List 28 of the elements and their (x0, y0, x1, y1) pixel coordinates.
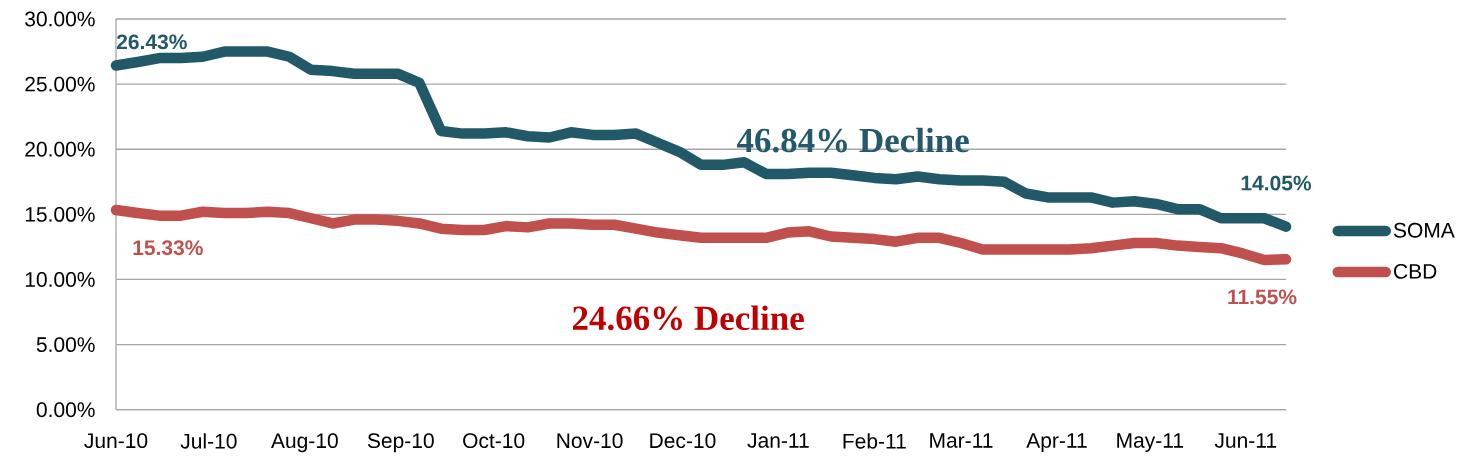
y-tick-label: 0.00% (36, 402, 95, 418)
x-tick-label: May-11 (1117, 433, 1184, 453)
y-tick-label: 25.00% (25, 76, 95, 92)
x-tick-label: Jun-10 (84, 433, 148, 449)
y-tick-label: 15.00% (25, 206, 95, 222)
x-tick-label: Aug-10 (271, 433, 338, 453)
x-tick-label: Dec-10 (650, 433, 716, 449)
x-tick-label: Feb-11 (843, 433, 906, 449)
x-tick-label: Mar-11 (930, 433, 993, 448)
legend-label: SOMA (1393, 222, 1455, 238)
legend-label: CBD (1394, 263, 1437, 279)
x-tick-label: Jan-11 (747, 433, 809, 448)
x-tick-label: Nov-10 (557, 433, 623, 449)
x-tick-label: Jun-11 (1214, 433, 1277, 448)
y-tick-label: 20.00% (25, 141, 95, 157)
data-label: 26.43% (116, 34, 187, 50)
data-label: 11.55% (1228, 289, 1297, 305)
x-tick-label: Apr-11 (1026, 433, 1087, 453)
data-label: 15.33% (133, 240, 203, 256)
annotation: 24.66% Decline (572, 305, 804, 331)
y-tick-label: 5.00% (36, 337, 95, 353)
annotation: 46.84% Decline (736, 127, 969, 153)
y-tick-label: 10.00% (25, 272, 95, 287)
x-tick-label: Jul-10 (180, 433, 237, 449)
data-label: 14.05% (1241, 175, 1312, 191)
y-tick-label: 30.00% (25, 11, 95, 27)
x-tick-label: Oct-10 (463, 433, 525, 449)
x-tick-label: Sep-10 (367, 433, 434, 453)
